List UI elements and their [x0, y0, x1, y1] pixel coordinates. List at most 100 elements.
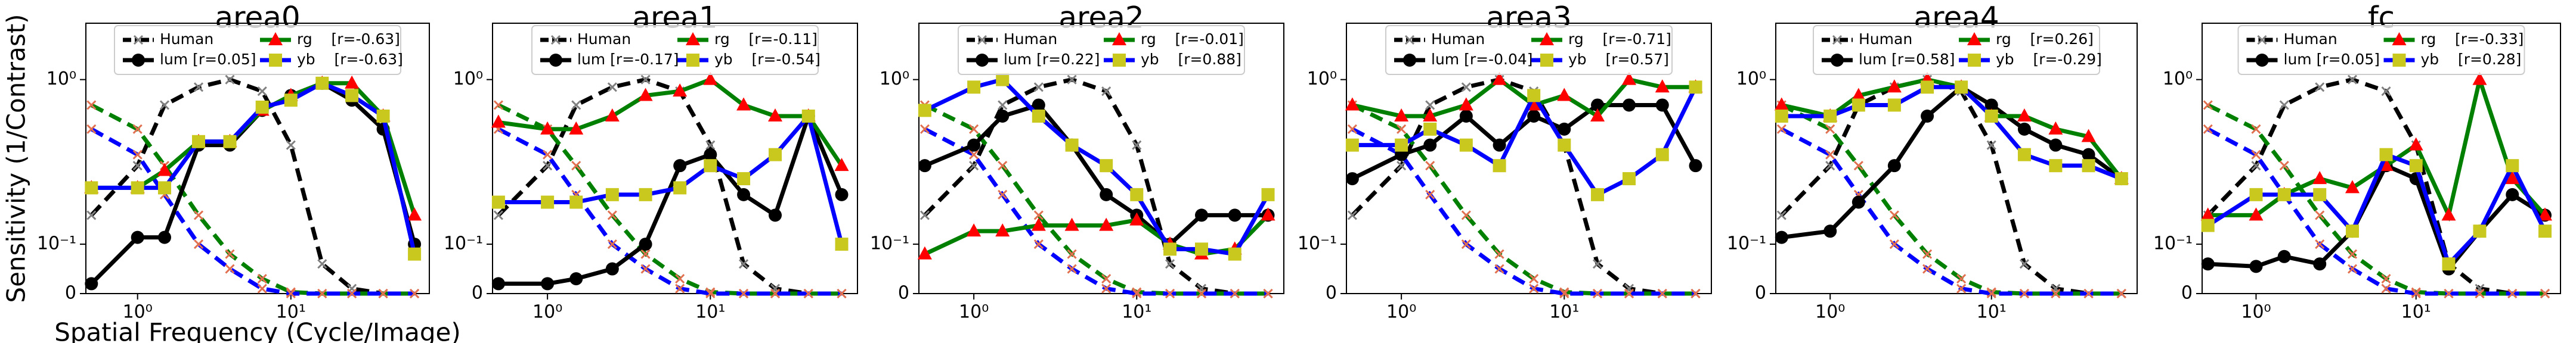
marker: [1345, 138, 1359, 152]
marker: [543, 161, 553, 171]
marker: [1263, 288, 1273, 299]
marker: [132, 161, 143, 171]
marker: [2475, 288, 2485, 299]
marker: [673, 83, 688, 97]
dashed-line: [90, 127, 415, 296]
marker: [638, 88, 653, 101]
marker: [1031, 217, 1046, 231]
marker: [2442, 257, 2456, 271]
marker: [131, 181, 144, 195]
marker: [919, 124, 930, 134]
marker: [996, 109, 1010, 123]
marker: [571, 100, 581, 110]
marker: [607, 210, 617, 220]
marker: [2408, 137, 2423, 151]
marker: [1423, 108, 1438, 121]
x-tick-label: 10⁰: [1386, 302, 1416, 323]
dashed-line: [89, 77, 415, 296]
x-tick-label: 10¹: [1122, 302, 1151, 323]
marker: [1527, 109, 1541, 123]
marker: [2538, 207, 2553, 221]
marker: [491, 195, 505, 209]
marker: [315, 76, 329, 90]
marker: [1590, 108, 1605, 121]
marker: [2083, 288, 2094, 299]
marker: [2441, 207, 2456, 221]
marker: [225, 264, 235, 274]
marker: [1394, 108, 1409, 121]
marker: [1655, 98, 1669, 112]
marker: [407, 207, 422, 221]
marker: [1955, 80, 1968, 94]
marker: [639, 238, 652, 251]
marker: [193, 210, 204, 220]
legend-marker: [550, 35, 561, 45]
legend-marker: [1540, 54, 1553, 67]
marker: [2251, 161, 2261, 171]
marker: [967, 138, 981, 152]
legend-label: Human: [160, 30, 213, 48]
marker: [918, 159, 931, 173]
marker: [1032, 98, 1045, 112]
marker: [376, 109, 390, 123]
marker: [1774, 97, 1789, 111]
legend-marker: [1968, 54, 1981, 67]
marker: [1230, 288, 1240, 299]
marker: [769, 148, 782, 161]
marker: [1887, 98, 1901, 112]
marker: [705, 140, 716, 150]
x-tick-label: 10⁰: [959, 302, 989, 323]
marker: [1494, 264, 1504, 274]
marker: [1825, 149, 1835, 160]
legend-marker: [2392, 32, 2407, 45]
marker: [1775, 230, 1788, 244]
marker: [345, 89, 359, 102]
y-tick-label: 10⁻¹: [444, 233, 483, 254]
marker: [2313, 188, 2327, 201]
y-tick-label: 10⁰: [880, 68, 909, 89]
marker: [132, 124, 143, 134]
marker: [1425, 161, 1435, 171]
marker: [704, 148, 717, 161]
marker: [1033, 82, 1044, 92]
legend-marker: [268, 32, 283, 45]
y-tick-label: 10⁻¹: [870, 233, 909, 254]
marker: [1851, 88, 1866, 101]
marker: [2444, 288, 2454, 299]
legend-label: Human: [1431, 30, 1485, 48]
marker: [1559, 288, 1569, 299]
marker: [1775, 109, 1788, 123]
marker: [2409, 159, 2423, 173]
marker: [1132, 288, 1142, 299]
marker: [1494, 249, 1504, 259]
x-tick-label: 10⁰: [2241, 302, 2271, 323]
marker: [605, 262, 619, 276]
marker: [223, 135, 237, 148]
legend-label: lum [r=-0.17]: [577, 51, 679, 68]
marker: [543, 149, 553, 160]
marker: [1922, 249, 1933, 259]
legend-label: yb [r=0.28]: [2421, 51, 2522, 68]
marker: [607, 239, 617, 250]
marker: [2381, 274, 2391, 284]
marker: [1592, 259, 1603, 269]
marker: [345, 75, 360, 89]
marker: [919, 210, 930, 220]
legend-marker: [1540, 32, 1554, 45]
marker: [1689, 159, 1702, 173]
marker: [408, 247, 422, 261]
marker: [1459, 138, 1473, 152]
marker: [1101, 274, 1111, 284]
marker: [1195, 208, 1209, 222]
legend-marker: [2392, 54, 2406, 67]
marker: [2540, 288, 2550, 299]
marker: [1492, 71, 1507, 85]
marker: [737, 188, 751, 201]
marker: [2082, 148, 2095, 161]
legend-label: rg [r=-0.63]: [297, 30, 400, 48]
marker: [193, 239, 204, 250]
marker: [1064, 217, 1079, 231]
marker: [917, 246, 932, 260]
marker: [1657, 288, 1667, 299]
